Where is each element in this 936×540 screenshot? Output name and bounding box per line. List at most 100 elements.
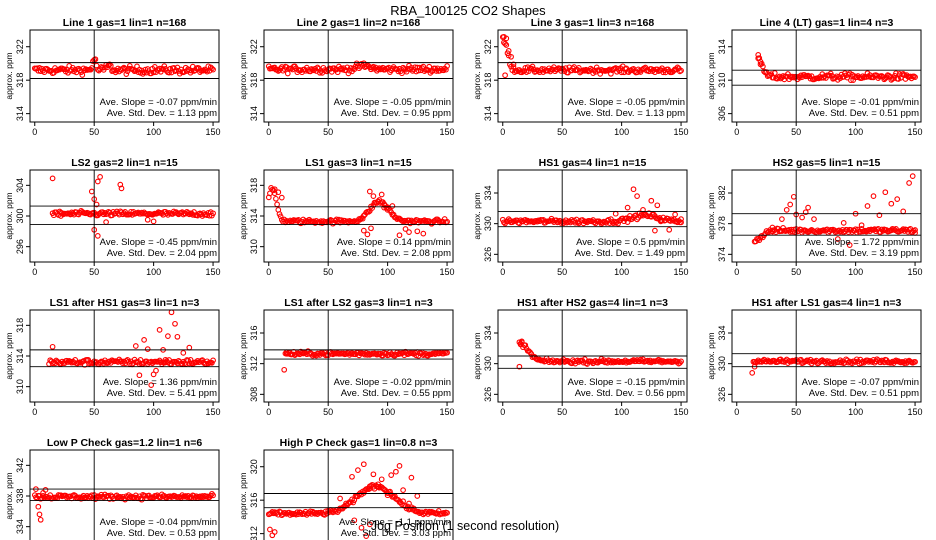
scatter-points — [46, 309, 216, 388]
data-point — [148, 382, 155, 388]
data-point — [834, 236, 841, 242]
panel-3: Line 3 gas=1 lin=3 n=168 0 50 100 150 314 318 3… — [472, 17, 689, 137]
y-tick-label: 312 — [249, 356, 259, 371]
plot-frame — [29, 29, 220, 123]
x-tick-label: 100 — [614, 267, 629, 277]
panel-14: High P Check gas=1 lin=0.8 n=30501001503… — [238, 437, 454, 540]
x-tick-label: 0 — [266, 267, 271, 277]
plot-frame — [263, 309, 454, 403]
data-point — [870, 193, 877, 199]
data-point — [388, 472, 395, 478]
scatter-points — [265, 461, 450, 539]
data-point — [267, 526, 273, 533]
data-point — [518, 338, 525, 345]
panel-2: Line 2 gas=1 lin=2 n=168 0 50 100 150 314 318 3… — [238, 17, 455, 137]
data-point — [608, 70, 614, 77]
data-point — [389, 203, 396, 209]
data-point — [270, 510, 277, 517]
data-point — [406, 229, 412, 235]
y-tick-label: 314 — [483, 106, 493, 121]
data-point — [92, 56, 99, 63]
x-tick-label: 150 — [908, 127, 923, 137]
x-tick-label: 50 — [557, 127, 567, 137]
data-point — [359, 215, 366, 222]
data-point — [274, 201, 280, 208]
data-point — [370, 193, 377, 199]
slope-annotation: Ave. Slope = -1.1 ppm/min — [339, 517, 451, 528]
plot-frame — [497, 29, 688, 123]
data-point — [144, 346, 151, 352]
data-point — [610, 359, 617, 366]
data-point — [150, 218, 157, 225]
panel-11: HS1 after HS2 gas=4 lin=1 n=3 0 50 100 150 32… — [472, 297, 689, 417]
data-point — [408, 474, 415, 481]
data-point — [375, 198, 381, 205]
data-point — [672, 357, 678, 364]
x-tick-label: 150 — [674, 267, 689, 277]
data-point — [378, 191, 385, 198]
y-tick-label: 296 — [15, 239, 25, 254]
y-tick-label: 326 — [717, 387, 727, 402]
scatter-points — [31, 56, 216, 78]
x-tick-label: 0 — [734, 127, 739, 137]
x-tick-label: 0 — [32, 407, 37, 417]
data-point — [161, 63, 168, 69]
data-point — [415, 67, 422, 74]
data-point — [119, 65, 126, 72]
x-tick-label: 100 — [146, 407, 161, 417]
data-point — [505, 48, 512, 54]
y-axis-label: approx. ppm — [4, 192, 14, 239]
data-point — [369, 205, 376, 211]
x-tick-label: 100 — [848, 267, 863, 277]
data-point — [763, 228, 770, 234]
data-point — [444, 349, 450, 356]
x-tick-label: 0 — [32, 267, 37, 277]
data-point — [358, 524, 365, 531]
y-tick-label: 318 — [15, 73, 25, 88]
plot-frame — [731, 169, 922, 263]
data-point — [414, 493, 421, 499]
data-point — [363, 533, 370, 539]
slope-annotation: Ave. Slope = 1.36 ppm/min — [103, 377, 217, 388]
data-point — [79, 72, 86, 78]
data-point — [779, 216, 785, 222]
data-point — [790, 193, 797, 200]
x-tick-label: 100 — [848, 127, 863, 137]
data-point — [370, 471, 377, 478]
y-tick-label: 322 — [483, 39, 493, 54]
data-point — [678, 67, 684, 74]
data-point — [168, 309, 175, 316]
plot-frame — [263, 449, 454, 540]
data-point — [906, 180, 912, 186]
data-point — [97, 174, 103, 180]
y-tick-label: 330 — [483, 356, 493, 371]
data-point — [788, 358, 795, 365]
data-point — [503, 35, 510, 42]
std-dev-annotation: Ave. Std. Dev. = 2.04 ppm — [107, 248, 217, 259]
x-tick-label: 150 — [908, 407, 923, 417]
y-tick-label: 318 — [249, 178, 259, 193]
data-point — [900, 71, 907, 77]
data-point — [749, 370, 756, 376]
data-point — [284, 70, 291, 77]
data-point — [36, 511, 43, 518]
panel-7: HS1 gas=4 lin=1 n=15 0 50 100 150 326 330 334ap… — [472, 157, 689, 277]
data-point — [599, 219, 606, 226]
data-point — [864, 203, 871, 209]
data-point — [49, 175, 56, 182]
y-tick-label: 334 — [717, 325, 727, 340]
data-point — [363, 63, 370, 70]
data-point — [49, 343, 56, 350]
std-dev-annotation: Ave. Std. Dev. = 3.19 ppm — [809, 248, 919, 259]
data-point — [678, 216, 684, 222]
data-point — [378, 476, 385, 483]
data-point — [100, 211, 107, 218]
data-point — [634, 193, 640, 199]
data-point — [406, 500, 412, 507]
y-tick-label: 334 — [483, 325, 493, 340]
y-tick-label: 310 — [717, 73, 727, 88]
data-point — [67, 211, 74, 218]
y-axis-label: approx. ppm — [4, 52, 14, 99]
x-tick-label: 100 — [614, 407, 629, 417]
data-point — [107, 62, 114, 69]
